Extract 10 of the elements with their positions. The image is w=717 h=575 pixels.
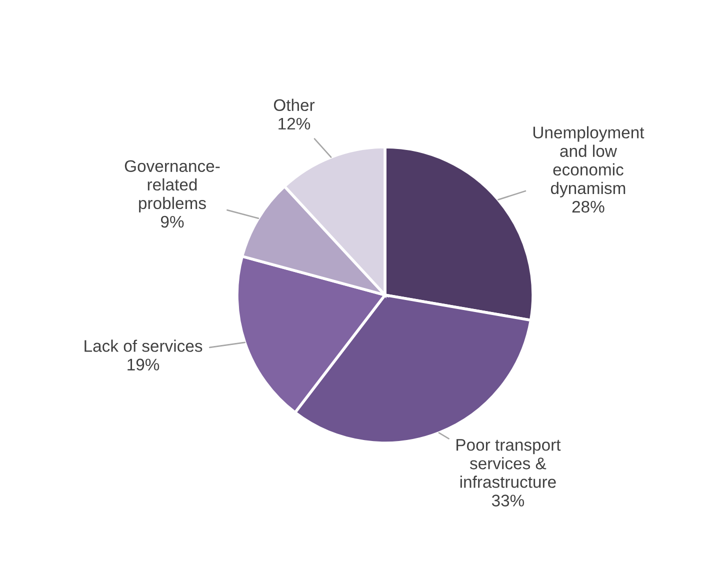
slice-label: Unemployment and low economic dynamism — [533, 126, 644, 198]
data-label: 19% — [128, 358, 160, 370]
slice-label: Other — [274, 98, 315, 112]
data-label: 9% — [160, 216, 184, 228]
slice-label: Poor transport services & infrastructure — [456, 439, 561, 488]
slice-label: Governance- related problems — [124, 160, 220, 212]
data-label: 33% — [492, 494, 524, 506]
data-label: 12% — [278, 118, 310, 130]
data-label: 28% — [572, 200, 604, 213]
slice-label: Lack of services — [84, 340, 202, 352]
